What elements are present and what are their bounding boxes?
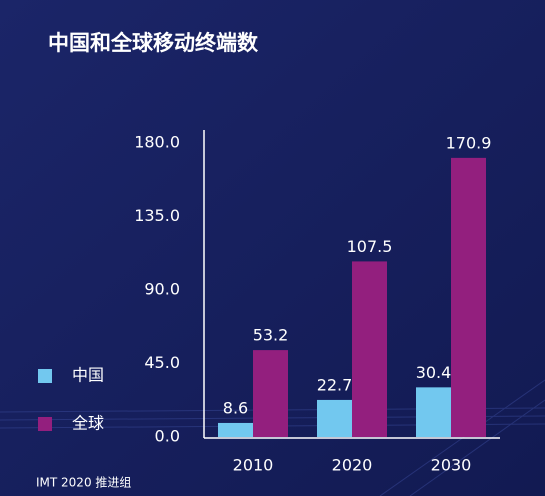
chart-title: 中国和全球移动终端数	[48, 31, 259, 55]
y-tick-label: 0.0	[155, 427, 180, 446]
value-label: 30.4	[416, 363, 452, 382]
y-tick-label: 135.0	[134, 206, 180, 225]
bar	[352, 261, 387, 437]
legend-swatch	[38, 417, 52, 431]
value-label: 170.9	[446, 133, 492, 152]
legend-swatch	[38, 369, 52, 383]
bar	[317, 399, 352, 437]
y-tick-label: 45.0	[144, 353, 180, 372]
value-label: 107.5	[347, 237, 393, 256]
bar	[253, 350, 288, 437]
legend-label: 中国	[72, 366, 104, 385]
value-label: 53.2	[253, 326, 289, 345]
value-label: 22.7	[317, 375, 353, 394]
y-tick-label: 180.0	[134, 133, 180, 152]
y-tick-label: 90.0	[144, 280, 180, 299]
x-tick-label: 2020	[332, 456, 373, 475]
x-tick-label: 2010	[233, 456, 274, 475]
legend-label: 全球	[72, 414, 104, 433]
bar	[451, 157, 486, 437]
value-label: 8.6	[223, 398, 248, 417]
x-tick-label: 2030	[431, 456, 472, 475]
source: IMT 2020 推进组	[36, 476, 131, 490]
bar	[416, 387, 451, 437]
bar	[218, 422, 253, 437]
